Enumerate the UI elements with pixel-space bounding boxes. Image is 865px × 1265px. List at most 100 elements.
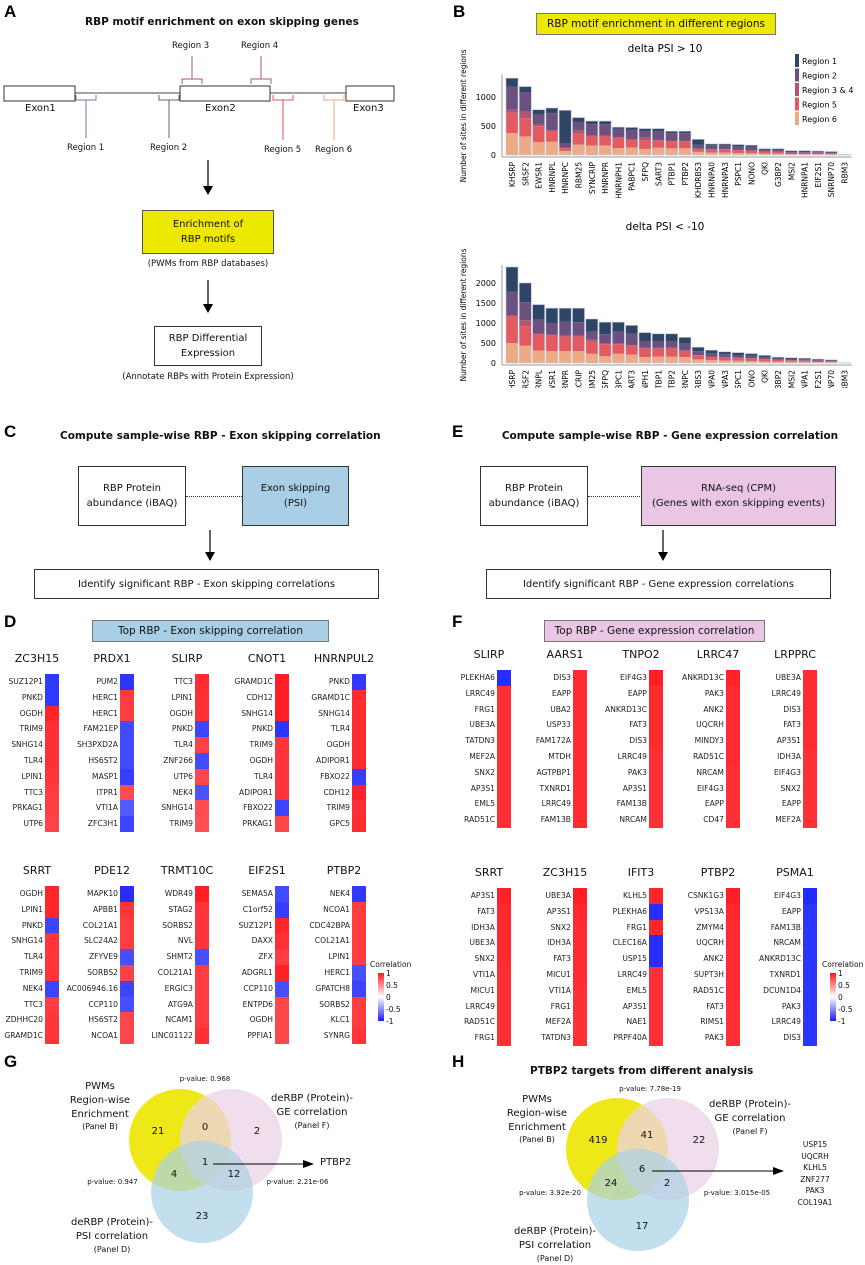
bar-segment [652,139,665,141]
bar-segment [785,357,798,359]
heatmap-cell [352,737,366,753]
heatmap-cell [195,816,209,832]
heatmap-gene-label: OGDH [249,755,273,765]
bar-segment [639,128,651,131]
bar-segment [559,110,572,144]
heatmap-gene-label: SNHG14 [11,936,43,946]
heatmap-gene-label: CDC42BPA [309,920,350,930]
bar-segment [625,127,638,130]
heatmap-cell [573,967,587,983]
x-tick-label: SRSF2 [521,162,530,186]
heatmap-gene-label: UBE3A [469,720,495,730]
bar-segment [639,348,651,357]
heatmap-cell [195,800,209,817]
bar-segment [585,124,598,135]
bar-segment [572,308,585,323]
heatmap-gene-label: LINC01122 [151,1031,193,1041]
bar-outline [598,120,612,156]
heatmap-cell [275,1012,289,1029]
bar-outline [691,139,705,156]
y-tick-label: 2000 [476,279,496,288]
venn-h-count-only-c: 17 [635,1221,649,1232]
legend-swatch [795,112,799,125]
exon3-box [345,85,395,102]
heatmap-gene-label: GPATCH8 [315,983,350,993]
venn-g-set-c-note: (Panel D) [93,1245,131,1254]
bar-segment [732,352,745,355]
bar-outline [811,150,825,156]
heatmap-gene-label: ZFX [258,952,273,962]
heatmap-cell [195,689,209,706]
legend-label: Region 2 [802,72,837,81]
heatmap-cell [803,764,817,781]
bar-segment [745,353,758,356]
heatmap-gene-label: SNX2 [474,767,495,777]
bar-outline [558,110,572,156]
heatmap-cell [45,784,59,801]
correlation-legend-tick: -1 [386,1017,394,1026]
venn-h-set-a-label: PWMs Region-wise Enrichment [506,1094,568,1133]
heatmap-gene-label: AGTPBP1 [536,767,571,777]
x-tick-label: SFPQ [601,370,610,388]
bar-segment [506,109,518,113]
heatmap-gene-label: GPC5 [329,819,350,829]
heatmap-gene-label: LRRC49 [617,969,647,979]
heatmap-cell [649,1014,663,1031]
heatmap-gene-label: HERC1 [92,692,118,702]
correlation-legend-tick: 0.5 [386,981,398,990]
heatmap-gene-label: CDH12 [323,787,350,797]
x-tick-label: SNRNP70 [827,162,836,197]
heatmap-rbp-title: TNPO2 [622,648,660,661]
heatmap-gene-label: PLEKHA6 [612,906,647,916]
bar-outline [519,86,532,156]
chart-delta-psi-gt-10: delta PSI > 10 Number of sites in differe… [459,43,853,198]
bar-segment [585,136,598,146]
bar-segment [772,361,784,363]
heatmap-gene-label: EIF4G3 [697,783,724,793]
heatmap-cell [497,951,511,967]
heatmap-gene-label: MICU1 [546,969,571,979]
heatmap-gene-label: SUZ12P1 [238,920,273,930]
heatmap-gene-label: FAM21EP [83,724,118,734]
heatmap-gene-label: MAPK10 [87,888,118,898]
bar-outline [731,352,745,364]
heatmap-gene-label: TATDN3 [465,736,495,746]
bar-segment [572,133,585,145]
x-tick-label: PABPC1 [628,162,637,191]
heatmap-rbp-title: IFIT3 [627,866,655,879]
heatmap-cell [352,784,366,801]
heatmap-cell [497,982,511,999]
heatmap-gene-label: ANKRD13C [682,672,724,682]
x-tick-label: HNRNPH1 [614,162,623,198]
heatmap-cell [649,670,663,686]
bar-segment [625,129,638,140]
x-tick-label: PTBP2 [668,370,677,388]
correlation-legend-tick: -0.5 [386,1005,401,1014]
bar-segment [772,357,784,359]
heatmap-gene-label: LPIN1 [171,692,193,702]
x-tick-label: G3BP2 [774,162,783,187]
bar-segment [692,355,705,356]
x-tick-label: PSPC1 [734,162,743,186]
region-4-marker [250,56,272,84]
heatmap-cell [726,749,740,765]
heatmap-cell [497,888,511,904]
heatmap-gene-label: OGDH [19,708,43,718]
heatmap-gene-label: ENTPD6 [242,999,273,1009]
heatmap-gene-label: C1orf52 [242,904,273,914]
heatmap-cell [275,980,289,997]
venn-g-count-a-b: 0 [201,1122,209,1133]
heatmap-gene-label: SORBS2 [319,999,350,1009]
heatmap-cell [120,1012,134,1029]
heatmap-gene-label: FBXO22 [320,771,350,781]
heatmap-gene-label: PUM2 [96,676,118,686]
heatmap-gene-label: NRCAM [696,767,724,777]
heatmap-gene-label: ANKRD13C [759,954,801,964]
bar-segment [732,144,745,147]
heatmap-gene-label: GRAMD1C [311,692,350,702]
venn-h-count-only-a: 419 [588,1135,608,1146]
heatmap-cell [573,888,587,904]
heatmap-cell [275,933,289,950]
heatmap-cell [45,674,59,690]
heatmap-gene-label: TATDN3 [541,1033,571,1043]
